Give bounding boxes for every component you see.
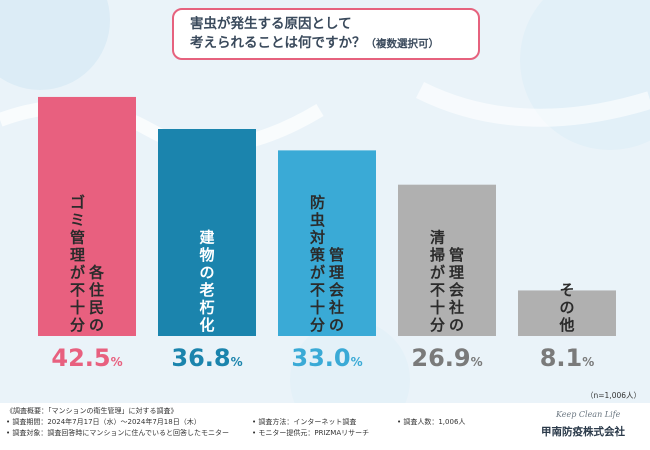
survey-target: • 調査対象：調査回答時にマンションに住んでいると回答したモニター [6, 429, 230, 437]
category-label-3-0: 管理会社の [448, 246, 464, 334]
footer [0, 403, 650, 450]
sample-size-note: （n=1,006人） [586, 391, 642, 400]
category-label-1-0: 建物の老朽化 [198, 229, 215, 335]
bar-4 [518, 290, 616, 336]
brand-name: 甲南防疫株式会社 [541, 426, 625, 438]
survey-method: • 調査方法：インターネット調査 [252, 418, 357, 426]
survey-count: • 調査人数：1,006人 [397, 418, 466, 426]
category-label-4-0: その他 [558, 281, 574, 334]
brand-slogan: Keep Clean Life [556, 410, 621, 419]
title-sub: （複数選択可） [365, 38, 440, 50]
bar-3 [398, 184, 496, 336]
survey-summary: 《調査概要：「マンションの衛生管理」に対する調査》 [6, 407, 178, 415]
value-label-3: 26.9% [411, 344, 482, 372]
category-label-3-1: 清掃が不十分 [430, 229, 446, 335]
value-label-2: 33.0% [291, 344, 362, 372]
title-line-1: 害虫が発生する原因として [190, 16, 352, 32]
category-label-0-1: ゴミ管理が不十分 [70, 194, 86, 335]
title-line-2: 考えられることは何ですか？（複数選択可） [190, 34, 478, 54]
bar-1 [158, 129, 256, 336]
category-label-2-1: 防虫対策が不十分 [309, 194, 326, 335]
bar-0 [38, 96, 136, 336]
value-label-4: 8.1% [540, 344, 595, 372]
chart-title: 害虫が発生する原因として 考えられることは何ですか？（複数選択可） [172, 8, 480, 60]
bar-2 [278, 150, 376, 336]
category-label-0-0: 各住民の [88, 264, 105, 335]
monitor-provider: • モニター提供元：PRIZMAリサーチ [252, 429, 370, 437]
survey-period: • 調査期間：2024年7月17日（水）～2024年7月18日（木） [6, 418, 201, 426]
value-label-1: 36.8% [171, 344, 242, 372]
title-question: 考えられることは何ですか？ [190, 35, 366, 51]
value-label-0: 42.5% [51, 344, 122, 372]
category-label-2-0: 管理会社の [328, 246, 344, 334]
